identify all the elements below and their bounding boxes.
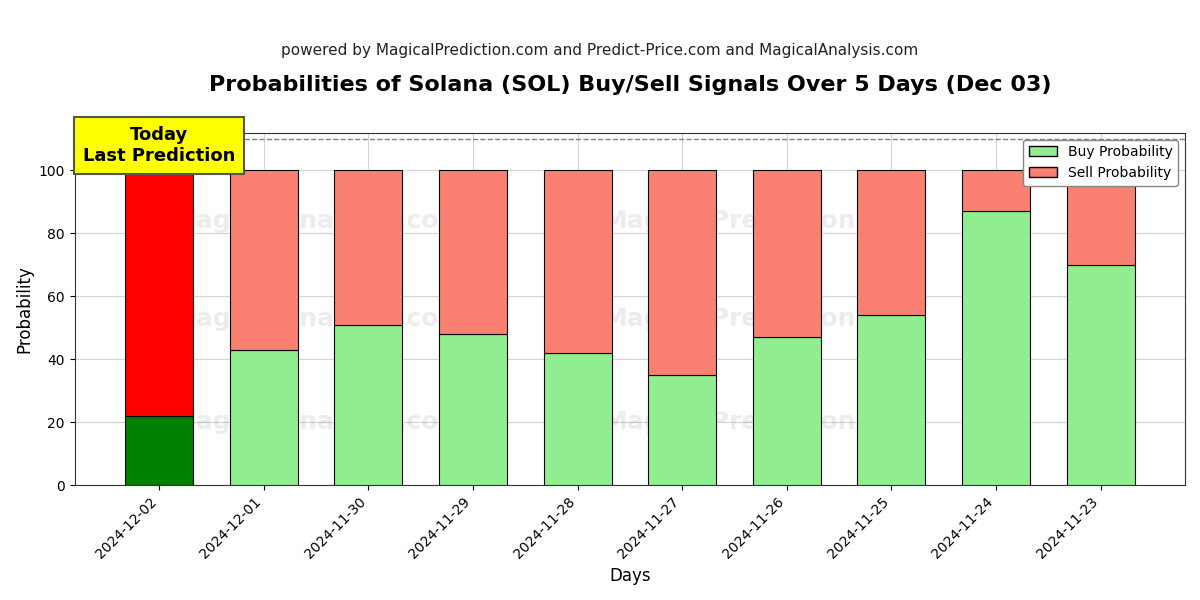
Bar — [229, 170, 298, 350]
Legend: Buy Probability, Sell Probability: Buy Probability, Sell Probability — [1024, 140, 1178, 185]
Bar — [962, 211, 1030, 485]
Bar — [1067, 170, 1134, 265]
Bar — [648, 170, 716, 375]
Text: MagicalAnalysis.com: MagicalAnalysis.com — [172, 307, 466, 331]
Bar — [229, 350, 298, 485]
Bar — [335, 170, 402, 325]
Y-axis label: Probability: Probability — [16, 265, 34, 353]
Bar — [857, 315, 925, 485]
Bar — [962, 170, 1030, 211]
Bar — [752, 337, 821, 485]
Bar — [335, 325, 402, 485]
Title: Probabilities of Solana (SOL) Buy/Sell Signals Over 5 Days (Dec 03): Probabilities of Solana (SOL) Buy/Sell S… — [209, 75, 1051, 95]
Text: Today
Last Prediction: Today Last Prediction — [83, 126, 235, 164]
Text: powered by MagicalPrediction.com and Predict-Price.com and MagicalAnalysis.com: powered by MagicalPrediction.com and Pre… — [281, 43, 919, 58]
Text: MagicalPrediction.com: MagicalPrediction.com — [602, 410, 924, 434]
Bar — [857, 170, 925, 315]
X-axis label: Days: Days — [610, 567, 650, 585]
Text: MagicalAnalysis.com: MagicalAnalysis.com — [172, 410, 466, 434]
Bar — [544, 170, 612, 353]
Bar — [125, 416, 193, 485]
Text: MagicalPrediction.com: MagicalPrediction.com — [602, 209, 924, 233]
Text: MagicalPrediction.com: MagicalPrediction.com — [602, 307, 924, 331]
Text: MagicalAnalysis.com: MagicalAnalysis.com — [172, 209, 466, 233]
Bar — [439, 334, 506, 485]
Bar — [125, 170, 193, 416]
Bar — [439, 170, 506, 334]
Bar — [1067, 265, 1134, 485]
Bar — [752, 170, 821, 337]
Bar — [648, 375, 716, 485]
Bar — [544, 353, 612, 485]
